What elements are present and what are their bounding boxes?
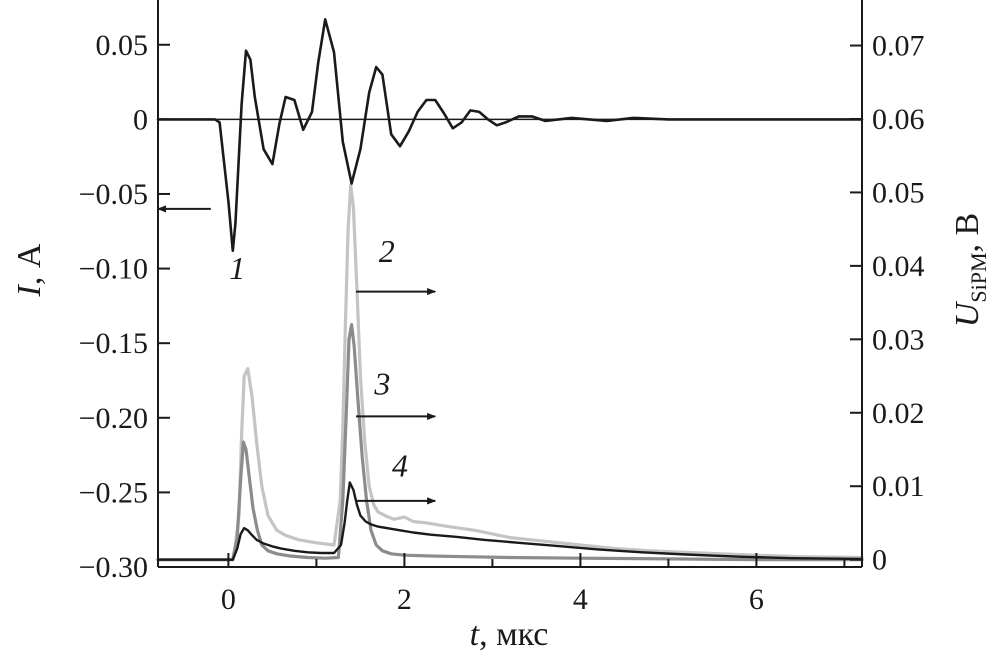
curve-label-2: 2 bbox=[379, 233, 395, 269]
series-line-4 bbox=[156, 481, 864, 561]
y-right-tick-label: 0.05 bbox=[872, 176, 925, 209]
series-line-3 bbox=[156, 323, 864, 562]
y-right-tick-label: 0.07 bbox=[872, 30, 925, 63]
y-left-tick-label: 0.05 bbox=[96, 29, 149, 62]
series-line-2 bbox=[156, 183, 864, 562]
x-tick-label: 4 bbox=[573, 583, 588, 616]
x-tick-label: 2 bbox=[397, 583, 412, 616]
y-left-axis-title: I, А bbox=[11, 243, 48, 297]
y-left-tick-label: −0.25 bbox=[79, 476, 148, 509]
y-left-tick-label: −0.10 bbox=[79, 253, 148, 286]
annotations-layer: 1 2 3 4 bbox=[157, 205, 437, 505]
series-line-1 bbox=[156, 18, 864, 252]
y-right-tick-label: 0.02 bbox=[872, 397, 925, 430]
x-axis-title: t, мкс bbox=[470, 616, 549, 653]
y-right-axis-title: USiPM, В bbox=[949, 213, 991, 327]
y-right-tick-label: 0.01 bbox=[872, 470, 925, 503]
y-left-tick-label: −0.20 bbox=[79, 402, 148, 435]
axes-layer: 0 2 4 6 0.05 0 −0.05 −0.10 −0.15 −0.20 −0.25 −0.30 0… bbox=[79, 0, 925, 616]
series-layer bbox=[156, 18, 864, 562]
curve-label-4: 4 bbox=[392, 448, 408, 484]
curve-label-3: 3 bbox=[373, 365, 390, 401]
y-right-tick-label: 0.03 bbox=[872, 323, 925, 356]
curve-label-1: 1 bbox=[229, 250, 245, 286]
y-left-tick-label: 0 bbox=[133, 103, 148, 136]
x-tick-label: 6 bbox=[749, 583, 764, 616]
y-left-tick-label: −0.15 bbox=[79, 327, 148, 360]
y-right-tick-label: 0.04 bbox=[872, 250, 925, 283]
y-left-tick-label: −0.30 bbox=[79, 551, 148, 584]
y-right-tick-label: 0 bbox=[872, 544, 887, 577]
x-tick-label: 0 bbox=[221, 583, 236, 616]
y-right-tick-label: 0.06 bbox=[872, 103, 925, 136]
y-left-tick-label: −0.05 bbox=[79, 178, 148, 211]
